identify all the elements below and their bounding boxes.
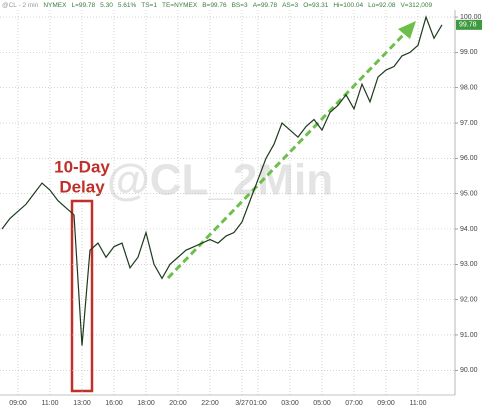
y-tick-label: 99.00 xyxy=(460,49,478,56)
last-price-box xyxy=(456,19,482,30)
header-item: L=99.78 xyxy=(71,2,96,9)
x-tick-label: 3/27 xyxy=(235,400,249,407)
y-tick-label: 90.00 xyxy=(460,367,478,374)
header-item: A=99.78 xyxy=(252,2,278,9)
y-tick-label: 97.00 xyxy=(460,120,478,127)
price-line xyxy=(1,15,443,346)
header-item: AS=3 xyxy=(282,2,299,9)
x-tick-label: 20:00 xyxy=(169,400,187,407)
y-tick-label: 96.00 xyxy=(460,155,478,162)
y-tick-label: 93.00 xyxy=(460,261,478,268)
header-item: TS=1 xyxy=(141,2,157,9)
header-item: @CL - 2 min xyxy=(2,2,39,9)
header-item: V=312,009 xyxy=(400,2,433,9)
y-tick-label: 92.00 xyxy=(460,296,478,303)
x-tick-label: 16:00 xyxy=(105,400,123,407)
header-item: O=93.31 xyxy=(303,2,329,9)
trend-arrow xyxy=(166,28,410,280)
y-tick-label: 94.00 xyxy=(460,226,478,233)
trend-arrowhead xyxy=(398,21,416,39)
x-tick-label: 18:00 xyxy=(137,400,155,407)
header-item: Hi=100.04 xyxy=(333,2,364,9)
x-tick-label: 07:00 xyxy=(345,400,363,407)
x-tick-label: 11:00 xyxy=(42,400,59,407)
x-tick-label: 01:00 xyxy=(249,400,267,407)
annotation-line-2: Delay xyxy=(59,177,105,196)
x-tick-label: 03:00 xyxy=(281,400,299,407)
header-item: BS=3 xyxy=(231,2,248,9)
x-tick-label: 09:00 xyxy=(377,400,395,407)
x-tick-label: 09:00 xyxy=(9,400,27,407)
header-item: B=99.76 xyxy=(202,2,227,9)
header-item: TE=NYMEX xyxy=(161,2,198,9)
quote-header: @CL - 2 min NYMEX L=99.78 5.30 5.61% TS=1 TE=N… xyxy=(0,0,500,11)
header-item: NYMEX xyxy=(43,2,67,9)
header-item: 5.61% xyxy=(117,2,137,9)
grid xyxy=(0,10,455,395)
x-tick-label: 05:00 xyxy=(313,400,331,407)
y-tick-label: 95.00 xyxy=(460,191,478,198)
header-item: 5.30 xyxy=(100,2,113,9)
watermark: @CL_2Min xyxy=(107,156,333,205)
x-tick-label: 11:00 xyxy=(410,400,427,407)
header-item: Lo=92.08 xyxy=(368,2,396,9)
last-price-label: 99.78 xyxy=(459,22,477,29)
y-tick-label: 98.00 xyxy=(460,85,478,92)
y-tick-label: 100.00 xyxy=(460,14,482,21)
x-tick-label: 22:00 xyxy=(201,400,219,407)
x-tick-label: 13:00 xyxy=(73,400,91,407)
y-tick-label: 91.00 xyxy=(460,332,478,339)
